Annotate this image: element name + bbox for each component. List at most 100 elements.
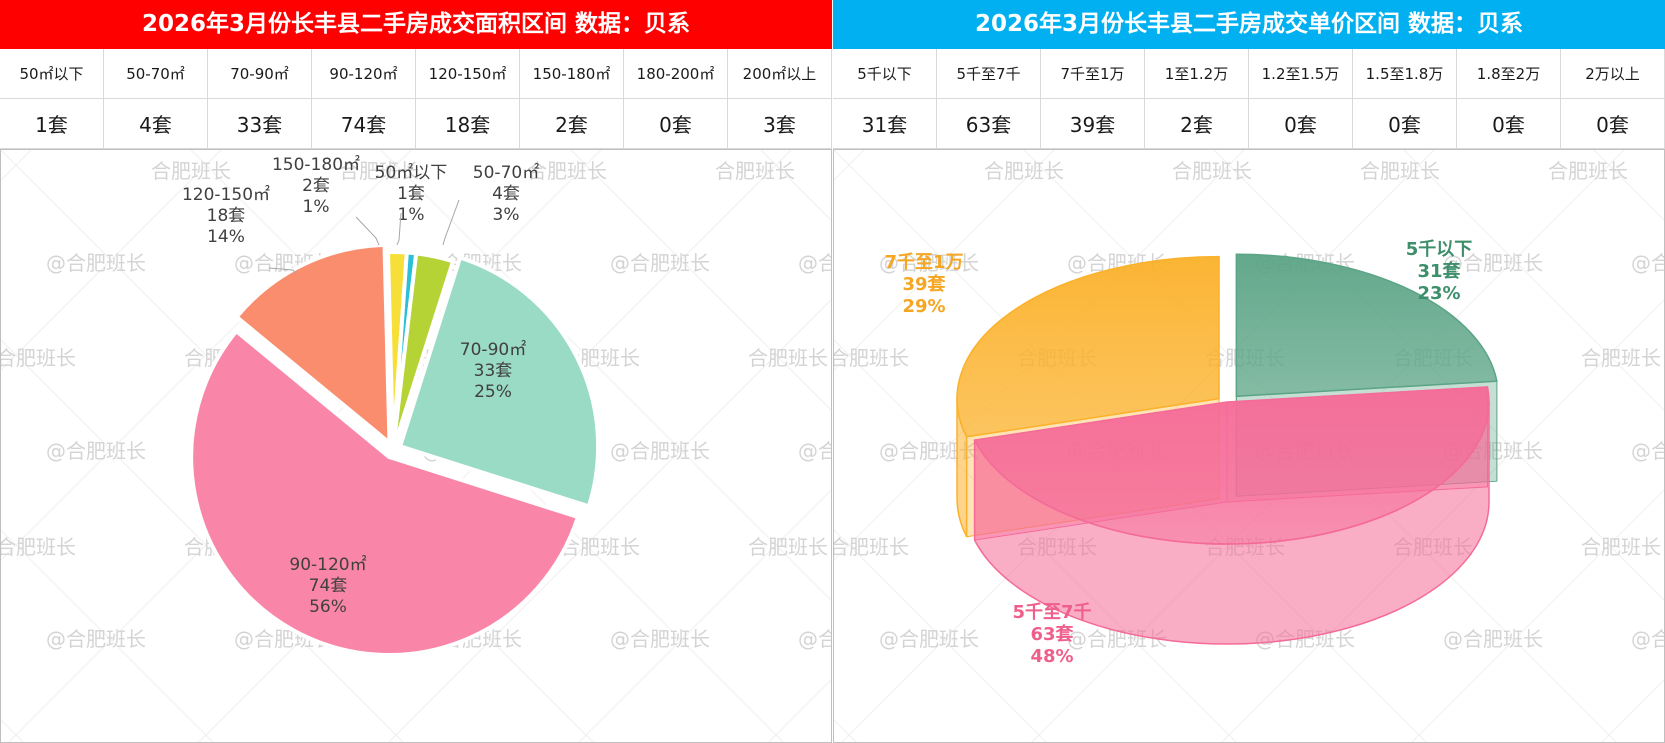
watermark-text: @合肥班长: [46, 627, 146, 651]
price-panel: 2026年3月份长丰县二手房成交单价区间 数据：贝系 5千以下 5千至7千 7千…: [833, 0, 1665, 743]
watermark-text: 合肥班长: [748, 535, 828, 559]
area-panel-title: 2026年3月份长丰县二手房成交面积区间 数据：贝系: [0, 0, 832, 49]
watermark-text: @合肥班长: [798, 627, 832, 651]
pie-data-label: 50㎡以下 1套 1%: [375, 163, 448, 225]
area-value-cell: 74套: [312, 99, 416, 149]
watermark-line: [1, 529, 214, 742]
watermark-line: [578, 489, 831, 742]
watermark-text: 合肥班长: [715, 159, 795, 183]
watermark-line: [834, 150, 1055, 371]
watermark-line: [834, 150, 1245, 561]
watermark-text: 合肥班长: [748, 346, 828, 370]
area-header-cell: 200㎡以上: [728, 49, 832, 99]
watermark-text: 合肥班长: [1581, 535, 1661, 559]
price-header-cell: 5千至7千: [937, 49, 1041, 99]
price-value-row: 31套 63套 39套 2套 0套 0套 0套 0套: [833, 99, 1665, 149]
watermark-line: [1411, 489, 1664, 742]
watermark-line: [1, 150, 222, 371]
pie-slice-3d: [973, 386, 1490, 645]
price-header-cell: 1.5至1.8万: [1353, 49, 1457, 99]
area-value-row: 1套 4套 33套 74套 18套 2套 0套 3套: [0, 99, 832, 149]
area-header-cell: 150-180㎡: [520, 49, 624, 99]
area-value-cell: 0套: [624, 99, 728, 149]
price-value-cell: 0套: [1249, 99, 1353, 149]
watermark-text: @合肥班长: [610, 439, 710, 463]
area-header-row: 50㎡以下 50-70㎡ 70-90㎡ 90-120㎡ 120-150㎡ 150…: [0, 49, 832, 99]
pie-leader-line: [442, 199, 460, 246]
price-header-cell: 1.2至1.5万: [1249, 49, 1353, 99]
watermark-line: [834, 529, 1047, 742]
watermark-text: 合肥班长: [560, 535, 640, 559]
pie-data-label: 5千以下 31套 23%: [1406, 239, 1473, 304]
watermark-text: 合肥班长: [1548, 159, 1628, 183]
watermark-layer: 合肥班长合肥班长合肥班长合肥班长@合肥班长@合肥班长@合肥班长@合肥班长@合肥班…: [1, 150, 832, 742]
price-header-row: 5千以下 5千至7千 7千至1万 1至1.2万 1.2至1.5万 1.5至1.8…: [833, 49, 1665, 99]
pie-leader-line: [355, 216, 380, 246]
price-value-cell: 31套: [833, 99, 937, 149]
price-value-cell: 0套: [1353, 99, 1457, 149]
area-header-cell: 70-90㎡: [208, 49, 312, 99]
price-header-cell: 2万以上: [1561, 49, 1665, 99]
area-value-cell: 2套: [520, 99, 624, 149]
watermark-text: @合肥班长: [610, 251, 710, 275]
watermark-line: [1, 719, 24, 742]
watermark-text: @合肥班长: [879, 251, 979, 275]
pie-slice: [189, 328, 581, 657]
pie-data-label: 90-120㎡ 74套 56%: [289, 555, 366, 617]
area-header-cell: 90-120㎡: [312, 49, 416, 99]
watermark-line: [834, 150, 865, 181]
watermark-line: [1403, 150, 1664, 411]
price-value-cell: 39套: [1041, 99, 1145, 149]
price-value-cell: 0套: [1457, 99, 1561, 149]
watermark-text: @合肥班长: [1631, 439, 1665, 463]
watermark-text: @合肥班长: [798, 251, 832, 275]
price-header-cell: 7千至1万: [1041, 49, 1145, 99]
watermark-text: @合肥班长: [879, 627, 979, 651]
watermark-text: 合肥班长: [151, 159, 231, 183]
watermark-text: @合肥班长: [610, 627, 710, 651]
price-value-cell: 2套: [1145, 99, 1249, 149]
watermark-text: 合肥班长: [834, 346, 909, 370]
area-header-cell: 50㎡以下: [0, 49, 104, 99]
watermark-line: [1, 150, 32, 181]
price-header-cell: 1至1.2万: [1145, 49, 1249, 99]
area-value-cell: 18套: [416, 99, 520, 149]
area-value-cell: 33套: [208, 99, 312, 149]
price-pie-labels: 5千以下 31套 23% 5千至7千 63套 48% 7千至1万 39套 29%: [884, 239, 1472, 667]
watermark-text: @合肥班长: [1443, 251, 1543, 275]
watermark-line: [388, 299, 831, 742]
watermark-text: 合肥班长: [1360, 159, 1440, 183]
area-pie-slices: [189, 242, 601, 657]
area-pie-chart: 合肥班长合肥班长合肥班长合肥班长@合肥班长@合肥班长@合肥班长@合肥班长@合肥班…: [1, 150, 832, 742]
watermark-text: @合肥班长: [1443, 627, 1543, 651]
watermark-text: 合肥班长: [527, 159, 607, 183]
area-header-cell: 120-150㎡: [416, 49, 520, 99]
watermark-line: [1, 150, 412, 561]
pie-data-label: 7千至1万 39套 29%: [884, 252, 963, 317]
price-panel-title: 2026年3月份长丰县二手房成交单价区间 数据：贝系: [833, 0, 1665, 49]
pie-leader-line: [396, 212, 402, 246]
watermark-line: [570, 150, 831, 411]
price-value-cell: 63套: [937, 99, 1041, 149]
watermark-text: 合肥班长: [834, 535, 909, 559]
watermark-text: 合肥班长: [1172, 159, 1252, 183]
watermark-text: 合肥班长: [339, 159, 419, 183]
watermark-text: 合肥班长: [1, 535, 76, 559]
pie-slice: [397, 255, 601, 509]
price-header-cell: 1.8至2万: [1457, 49, 1561, 99]
watermark-text: 合肥班长: [984, 159, 1064, 183]
pie-data-label: 5千至7千 63套 48%: [1012, 602, 1091, 667]
area-header-cell: 180-200㎡: [624, 49, 728, 99]
price-chart-box: 合肥班长合肥班长合肥班长合肥班长@合肥班长@合肥班长@合肥班长@合肥班长@合肥班…: [833, 149, 1665, 743]
pie-leader-line: [268, 267, 297, 275]
pie-data-label: 150-180㎡ 2套 1%: [272, 155, 360, 217]
price-pie-chart: 合肥班长合肥班长合肥班长合肥班长@合肥班长@合肥班长@合肥班长@合肥班长@合肥班…: [834, 150, 1665, 742]
pie-slice: [233, 242, 392, 448]
area-panel: 2026年3月份长丰县二手房成交面积区间 数据：贝系 50㎡以下 50-70㎡ …: [0, 0, 832, 743]
watermark-text: 合肥班长: [1, 346, 76, 370]
watermark-text: @合肥班长: [46, 439, 146, 463]
pie-data-label: 120-150㎡ 18套 14%: [182, 185, 270, 247]
watermark-text: @合肥班长: [46, 251, 146, 275]
area-chart-box: 合肥班长合肥班长合肥班长合肥班长@合肥班长@合肥班长@合肥班长@合肥班长@合肥班…: [0, 149, 832, 743]
price-header-cell: 5千以下: [833, 49, 937, 99]
